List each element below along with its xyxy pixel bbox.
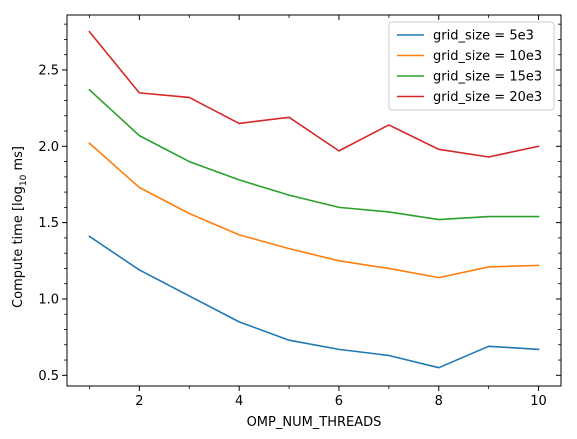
- plot-area: [88, 30, 540, 369]
- y-axis-label: Compute time [log10 ms]: [11, 146, 29, 308]
- y-axis-label-suffix: ms]: [11, 146, 26, 175]
- series-line-2: [88, 88, 540, 221]
- legend: grid_size = 5e3 grid_size = 10e3 grid_size…: [388, 21, 555, 111]
- series-line-0: [88, 235, 540, 369]
- legend-label-1: grid_size = 10e3: [433, 49, 542, 64]
- y-axis-label-subscript: 10: [19, 174, 29, 186]
- legend-label-2: grid_size = 15e3: [433, 70, 542, 85]
- series-line-1: [88, 142, 540, 279]
- series-line-3: [88, 30, 540, 158]
- y-tick-label: 2.5: [38, 63, 59, 78]
- x-tick-label: 2: [135, 394, 143, 409]
- legend-label-3: grid_size = 20e3: [433, 90, 542, 105]
- y-tick-label: 1.5: [38, 216, 59, 231]
- x-tick-label: 10: [530, 394, 547, 409]
- legend-box: [388, 21, 555, 111]
- legend-label-0: grid_size = 5e3: [433, 29, 534, 44]
- x-axis-label: OMP_NUM_THREADS: [247, 415, 382, 430]
- y-axis-label-prefix: Compute time [log: [11, 186, 26, 308]
- x-tick-label: 4: [235, 394, 243, 409]
- y-tick-label: 2.0: [38, 140, 59, 155]
- y-tick-label: 0.5: [38, 369, 59, 384]
- x-tick-label: 8: [435, 394, 443, 409]
- x-tick-label: 6: [335, 394, 343, 409]
- y-tick-label: 1.0: [38, 292, 59, 307]
- plot-frame: [66, 14, 562, 387]
- axes: 2 4 6 8 10 0.5 1.0 1.5 2.0 2.5: [38, 14, 562, 409]
